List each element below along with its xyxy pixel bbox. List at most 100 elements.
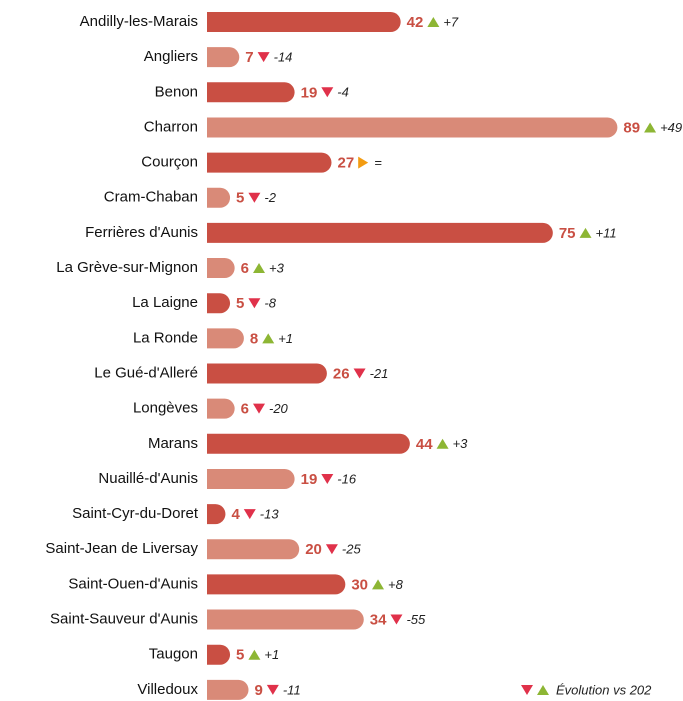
category-label: Nuaillé-d'Aunis	[98, 470, 198, 487]
change-label: +49	[660, 120, 682, 135]
value-label: 6	[241, 260, 249, 277]
bar	[207, 433, 410, 454]
bar	[207, 468, 295, 489]
bar	[207, 644, 231, 665]
category-label: La Ronde	[133, 329, 198, 346]
value-label: 42	[407, 14, 424, 31]
change-arrow	[243, 509, 256, 520]
value-label: 75	[559, 225, 576, 242]
category-label: Villedoux	[137, 681, 198, 698]
value-label: 34	[370, 612, 387, 629]
change-label: +1	[264, 647, 279, 662]
bar	[207, 539, 300, 560]
bar	[207, 47, 240, 68]
change-arrow	[427, 17, 440, 27]
value-label: 5	[236, 647, 244, 664]
change-label: -2	[264, 190, 276, 205]
value-label: 26	[333, 365, 350, 382]
change-label: +1	[278, 331, 293, 346]
value-label: 44	[416, 436, 433, 453]
value-label: 30	[351, 576, 368, 593]
category-label: La Grève-sur-Mignon	[56, 259, 198, 276]
bar	[207, 293, 231, 314]
change-arrow	[248, 298, 261, 309]
change-label: +7	[443, 14, 459, 29]
change-arrow	[321, 473, 334, 484]
legend-text: Évolution vs 202	[556, 682, 652, 697]
value-label: 6	[241, 401, 249, 418]
value-label: 20	[305, 541, 322, 558]
category-label: La Laigne	[132, 294, 198, 311]
category-label: Taugon	[149, 646, 198, 663]
change-label: +3	[453, 436, 469, 451]
category-label: Andilly-les-Marais	[80, 13, 198, 30]
legend-down-icon	[521, 685, 533, 695]
change-arrow	[253, 263, 266, 274]
bar	[207, 222, 553, 243]
change-label: +3	[269, 260, 285, 275]
category-label: Saint-Ouen-d'Aunis	[68, 575, 198, 592]
change-arrow	[321, 87, 334, 98]
value-label: 19	[301, 471, 318, 488]
category-label: Benon	[155, 83, 198, 100]
change-arrow	[436, 438, 449, 449]
value-label: 5	[236, 190, 244, 207]
bar	[207, 258, 235, 279]
change-arrow	[325, 544, 338, 555]
change-arrow	[262, 333, 275, 344]
category-label: Marans	[148, 435, 198, 452]
value-label: 4	[231, 506, 240, 523]
change-label: -16	[337, 471, 357, 486]
change-label: -55	[406, 612, 426, 627]
category-label: Longèves	[133, 400, 198, 417]
change-arrow	[353, 368, 366, 379]
category-label: Cram-Chaban	[104, 189, 198, 206]
bar	[207, 609, 364, 630]
category-label: Ferrières d'Aunis	[85, 224, 198, 241]
change-label: =	[374, 155, 382, 170]
change-arrow	[579, 227, 592, 238]
category-label: Le Gué-d'Alleré	[94, 364, 198, 381]
value-label: 8	[250, 330, 258, 347]
bar	[207, 679, 249, 700]
value-label: 9	[255, 682, 263, 699]
change-arrow	[248, 649, 261, 660]
legend-up-icon	[537, 685, 549, 695]
change-label: -14	[274, 50, 293, 65]
change-label: +8	[388, 577, 404, 592]
change-arrow	[644, 122, 657, 133]
change-arrow	[248, 192, 261, 203]
category-label: Charron	[144, 118, 198, 135]
value-label: 89	[623, 119, 640, 136]
change-arrow	[266, 684, 279, 695]
change-arrow	[358, 156, 369, 169]
value-label: 5	[236, 295, 244, 312]
bar	[207, 187, 231, 208]
change-label: +11	[596, 225, 617, 240]
bar	[207, 363, 327, 384]
category-label: Angliers	[144, 48, 198, 65]
bar	[207, 117, 618, 138]
change-label: -25	[342, 542, 362, 557]
bar	[207, 504, 226, 525]
change-label: -20	[269, 401, 289, 416]
value-label: 27	[338, 155, 355, 172]
value-label: 7	[245, 49, 253, 66]
bar	[207, 82, 295, 103]
category-label: Saint-Cyr-du-Doret	[72, 505, 199, 522]
change-label: -21	[370, 366, 389, 381]
change-label: -11	[283, 682, 301, 697]
change-label: -4	[337, 85, 349, 100]
change-arrow	[390, 614, 403, 625]
value-label: 19	[301, 84, 318, 101]
bar	[207, 328, 244, 349]
category-label: Saint-Jean de Liversay	[45, 540, 198, 557]
bar	[207, 152, 332, 173]
bar	[207, 398, 235, 419]
change-arrow	[253, 403, 266, 414]
category-label: Saint-Sauveur d'Aunis	[50, 611, 198, 628]
change-label: -13	[260, 507, 280, 522]
change-label: -8	[264, 296, 276, 311]
change-arrow	[372, 579, 385, 590]
